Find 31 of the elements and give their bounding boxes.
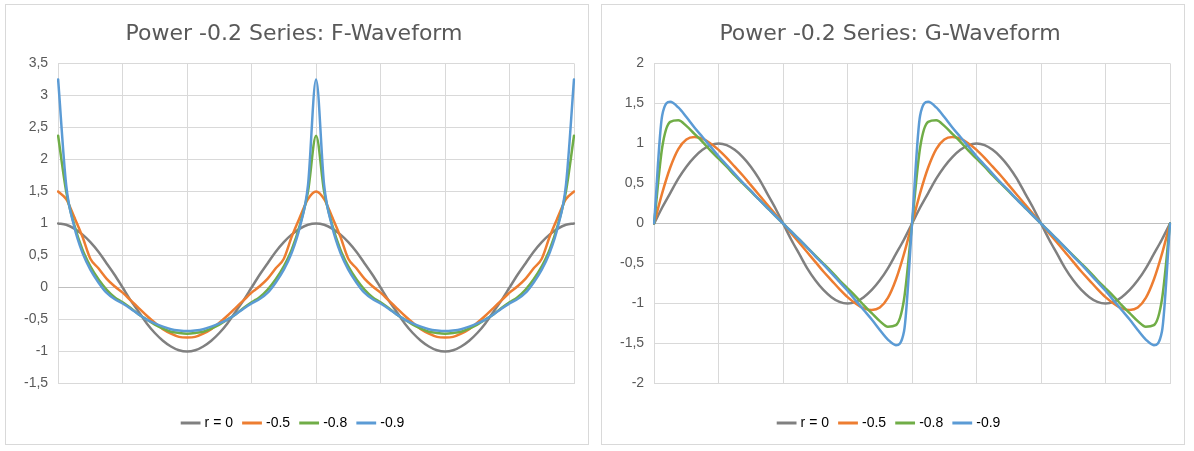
y-tick-label: -1,5 [620, 334, 645, 351]
y-tick-label: 0,5 [28, 246, 49, 263]
y-tick-label: -1 [631, 294, 645, 311]
y-tick-label: 0 [40, 278, 49, 295]
y-tick-label: 2 [636, 54, 645, 71]
chart-title: Power -0.2 Series: G-Waveform [719, 19, 1061, 45]
y-tick-label: 0 [636, 214, 645, 231]
y-tick-label: 1,5 [624, 94, 645, 111]
y-tick-label: -1,5 [24, 374, 49, 391]
y-tick-label: 1 [40, 214, 49, 231]
legend-label: -0.8 [323, 413, 348, 430]
y-tick-label: -2 [631, 374, 645, 391]
legend-label: -0.8 [919, 413, 944, 430]
y-tick-label: 3,5 [28, 54, 49, 71]
legend-label: -0.5 [266, 413, 291, 430]
y-tick-label: 2 [40, 150, 49, 167]
y-tick-label: 2,5 [28, 118, 49, 135]
y-tick-label: -0,5 [24, 310, 49, 327]
y-tick-label: -0,5 [620, 254, 645, 271]
y-tick-label: -1 [35, 342, 49, 359]
legend-label: r = 0 [800, 413, 830, 430]
line-series [56, 78, 576, 333]
y-tick-label: 1,5 [28, 182, 49, 199]
legend-label: -0.9 [976, 413, 1001, 430]
legend-label: -0.5 [862, 413, 887, 430]
legend-label: r = 0 [204, 413, 234, 430]
y-tick-label: 3 [40, 86, 49, 103]
y-tick-label: 0,5 [624, 174, 645, 191]
legend-label: -0.9 [380, 413, 405, 430]
y-tick-label: 1 [636, 134, 645, 151]
chart-title: Power -0.2 Series: F-Waveform [125, 19, 463, 45]
